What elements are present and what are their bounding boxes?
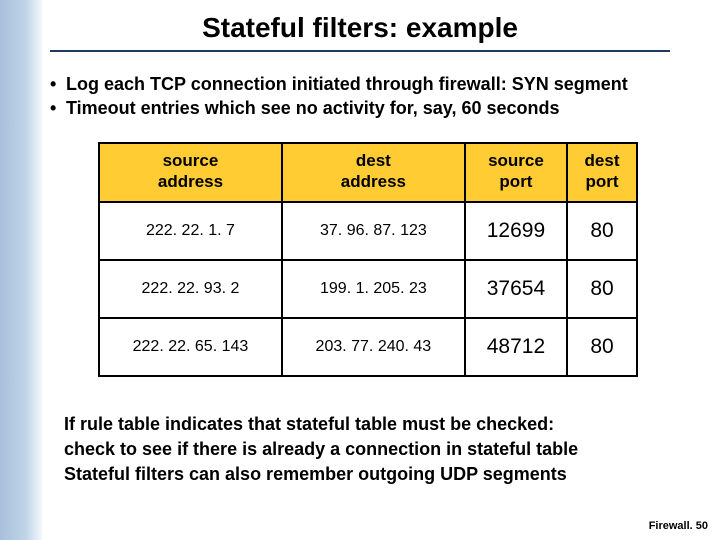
table-row: 222. 22. 65. 143 203. 77. 240. 43 48712 … — [99, 318, 637, 376]
col-dest-address: dest address — [282, 143, 465, 202]
title-underline — [50, 50, 670, 52]
stateful-table: source address dest address source port … — [98, 142, 638, 377]
left-accent-bar — [0, 0, 42, 540]
slide: Stateful filters: example • Log each TCP… — [0, 0, 720, 540]
bottom-line: check to see if there is already a conne… — [64, 437, 694, 462]
bullet-item: • Log each TCP connection initiated thro… — [50, 72, 710, 96]
table-row: 222. 22. 1. 7 37. 96. 87. 123 12699 80 — [99, 202, 637, 260]
cell-src-addr: 222. 22. 1. 7 — [99, 202, 282, 260]
bullet-text: Timeout entries which see no activity fo… — [66, 96, 560, 120]
col-dest-port: dest port — [567, 143, 637, 202]
header-text: source — [488, 151, 544, 170]
slide-title: Stateful filters: example — [202, 12, 518, 48]
cell-src-port: 12699 — [465, 202, 567, 260]
cell-dst-port: 80 — [567, 260, 637, 318]
cell-dst-port: 80 — [567, 318, 637, 376]
bottom-line: Stateful filters can also remember outgo… — [64, 462, 694, 487]
table-row: 222. 22. 93. 2 199. 1. 205. 23 37654 80 — [99, 260, 637, 318]
table-header-row: source address dest address source port … — [99, 143, 637, 202]
bullet-dot-icon: • — [50, 96, 66, 120]
header-text: dest — [356, 151, 391, 170]
bullet-item: • Timeout entries which see no activity … — [50, 96, 710, 120]
cell-dst-addr: 199. 1. 205. 23 — [282, 260, 465, 318]
cell-src-addr: 222. 22. 93. 2 — [99, 260, 282, 318]
cell-dst-addr: 203. 77. 240. 43 — [282, 318, 465, 376]
cell-dst-port: 80 — [567, 202, 637, 260]
cell-src-port: 48712 — [465, 318, 567, 376]
bullet-text: Log each TCP connection initiated throug… — [66, 72, 628, 96]
bottom-line: If rule table indicates that stateful ta… — [64, 412, 694, 437]
slide-footer: Firewall. 50 — [649, 520, 708, 532]
cell-src-port: 37654 — [465, 260, 567, 318]
col-source-address: source address — [99, 143, 282, 202]
bullet-list: • Log each TCP connection initiated thro… — [50, 72, 710, 121]
cell-src-addr: 222. 22. 65. 143 — [99, 318, 282, 376]
title-area: Stateful filters: example — [0, 12, 720, 52]
col-source-port: source port — [465, 143, 567, 202]
header-text: dest — [585, 151, 620, 170]
cell-dst-addr: 37. 96. 87. 123 — [282, 202, 465, 260]
header-text: address — [158, 172, 223, 191]
header-text: port — [499, 172, 532, 191]
header-text: port — [586, 172, 619, 191]
header-text: source — [163, 151, 219, 170]
bottom-paragraph: If rule table indicates that stateful ta… — [64, 412, 694, 488]
bullet-dot-icon: • — [50, 72, 66, 96]
header-text: address — [341, 172, 406, 191]
